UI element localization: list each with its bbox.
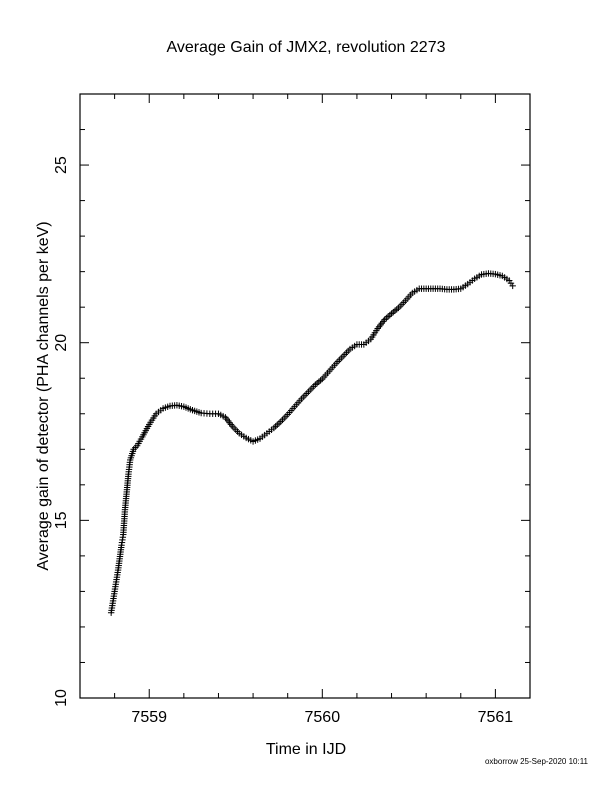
y-tick-label: 25: [53, 156, 70, 174]
plot-frame: [79, 93, 531, 699]
y-tick-label: 10: [53, 689, 70, 707]
axis-tick-labels: 7559 7560 7561 10 15 20 25: [53, 156, 513, 726]
data-point: [313, 380, 321, 387]
axis-ticks: [79, 94, 531, 699]
x-tick-label: 7561: [478, 709, 514, 726]
data-point: [274, 421, 281, 428]
data-point: [272, 423, 279, 430]
y-tick-label: 15: [53, 511, 70, 529]
data-point: [388, 310, 395, 317]
chart-title: Average Gain of JMX2, revolution 2273: [167, 39, 446, 56]
data-point: [275, 419, 283, 427]
x-tick-label: 7559: [131, 709, 167, 726]
data-point: [317, 377, 324, 384]
data-point: [391, 307, 399, 314]
data-points: [107, 270, 516, 616]
data-point: [390, 308, 397, 316]
y-tick-label: 20: [53, 334, 70, 352]
y-axis-label: Average gain of detector (PHA channels p…: [35, 221, 52, 570]
footer-credit: oxborrow 25-Sep-2020 10:11: [484, 757, 588, 766]
data-point: [509, 282, 516, 290]
x-axis-label: Time in IJD: [266, 741, 346, 758]
data-point: [386, 311, 394, 319]
data-point: [393, 306, 400, 313]
data-point: [315, 378, 323, 385]
data-point: [383, 314, 390, 322]
x-tick-label: 7560: [305, 709, 341, 726]
data-point: [384, 313, 392, 320]
